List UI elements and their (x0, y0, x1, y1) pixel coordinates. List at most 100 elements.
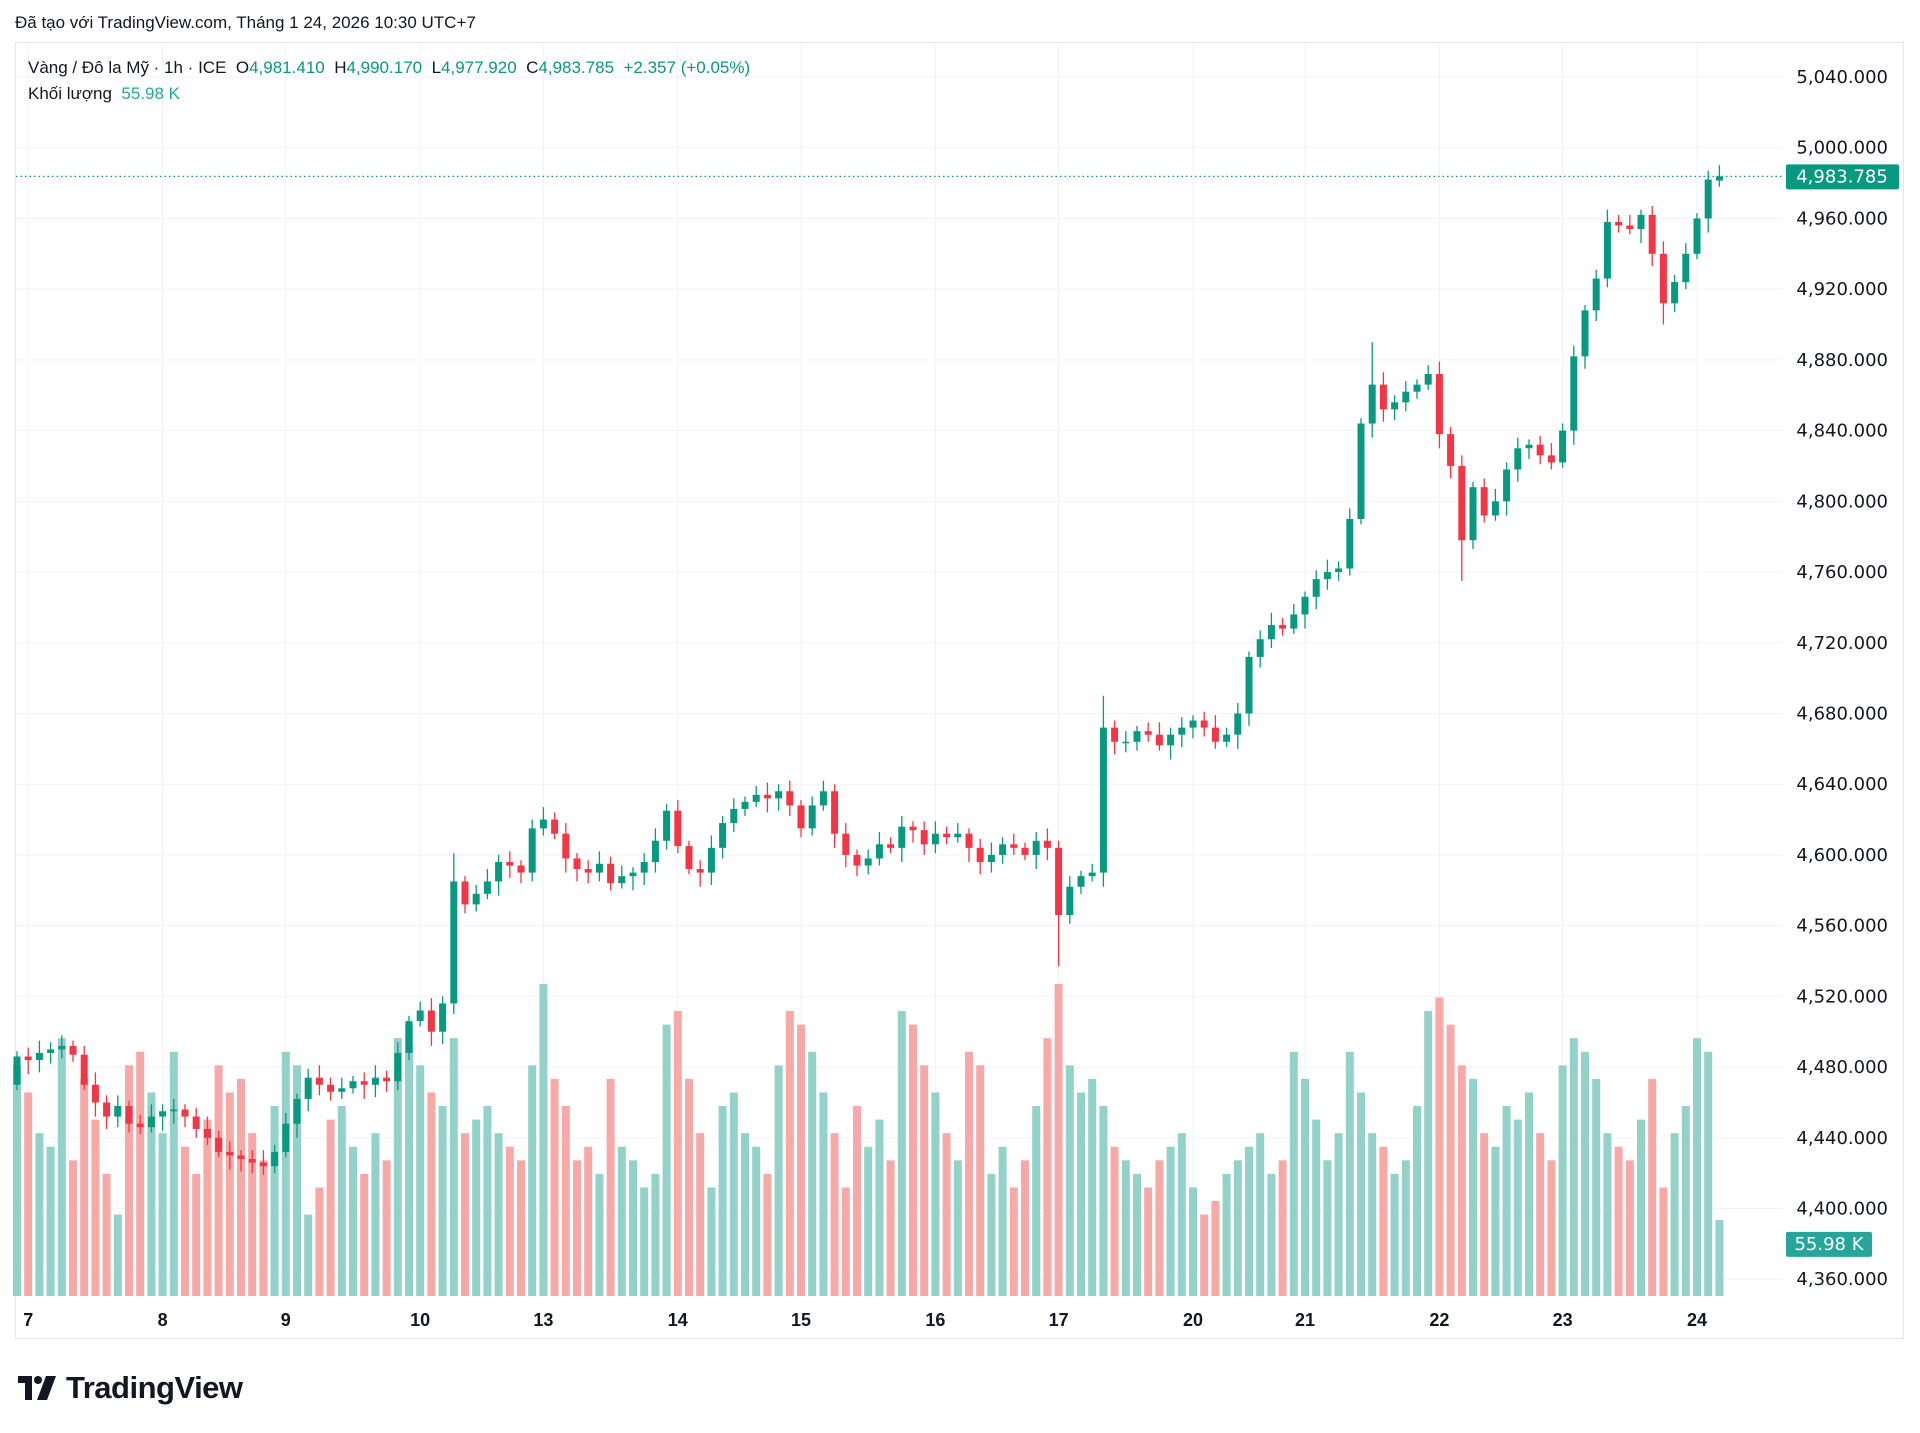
volume-bar (1099, 1106, 1108, 1296)
volume-bar (931, 1092, 940, 1296)
candle-body (618, 876, 626, 884)
candle-body (383, 1077, 391, 1082)
candle-body (651, 840, 659, 862)
candle-body (1234, 713, 1242, 735)
candle-body (483, 881, 491, 894)
volume-bar (875, 1119, 884, 1296)
candle-body (1032, 840, 1040, 855)
symbol-label[interactable]: Vàng / Đô la Mỹ · 1h · ICE (28, 58, 227, 77)
volume-bar (405, 1024, 413, 1296)
candle-body (1682, 253, 1690, 283)
candle-body (439, 1003, 447, 1032)
time-tick-label: 17 (1049, 1310, 1069, 1330)
chart-credit: Đã tạo với TradingView.com, Tháng 1 24, … (15, 13, 476, 32)
candle-body (35, 1052, 43, 1061)
candle-body (763, 794, 771, 799)
volume-bar (13, 1065, 21, 1296)
candle-body (775, 791, 783, 799)
candle-body (696, 869, 704, 873)
tradingview-wordmark: TradingView (66, 1370, 243, 1405)
volume-bar (461, 1133, 469, 1296)
candle-body (1379, 384, 1387, 410)
volume-bar (192, 1173, 201, 1296)
volume-bar (169, 1051, 178, 1296)
candle-body (853, 854, 861, 866)
candle-body (461, 881, 469, 905)
candle-body (999, 844, 1007, 855)
candle-body (1290, 614, 1298, 629)
volume-bar (1289, 1051, 1298, 1296)
candle-body (1615, 221, 1623, 226)
low-label: L (431, 58, 442, 77)
candle-body (943, 833, 951, 838)
volume-bar (315, 1187, 324, 1296)
candle-body (831, 791, 839, 834)
volume-label[interactable]: Khối lượng (28, 84, 112, 103)
volume-bar (1245, 1146, 1253, 1296)
candle-body (114, 1105, 122, 1117)
candle-body (360, 1081, 368, 1085)
volume-bar (976, 1065, 985, 1296)
volume-bar (752, 1146, 761, 1296)
volume-bar (1144, 1187, 1153, 1296)
candle-body (528, 828, 536, 873)
volume-bar (864, 1146, 873, 1296)
price-tick-label: 4,400.000 (1796, 1199, 1888, 1220)
volume-bar (1614, 1146, 1623, 1296)
volume-bar (1625, 1160, 1634, 1296)
candle-body (1659, 253, 1667, 304)
volume-bar (1177, 1133, 1186, 1296)
volume-bar (561, 1106, 570, 1296)
price-tick-label: 4,800.000 (1796, 491, 1888, 512)
volume-bar (1189, 1187, 1197, 1296)
volume-bar (909, 1024, 917, 1296)
volume-bar (1233, 1160, 1242, 1296)
volume-bar (1021, 1160, 1029, 1296)
candle-body (237, 1155, 245, 1160)
volume-bar (483, 1106, 492, 1296)
candle-body (1133, 731, 1141, 742)
candle-body (1480, 487, 1488, 516)
change-value: +2.357 (+0.05%) (623, 58, 751, 77)
volume-bar (1457, 1065, 1466, 1296)
volume-bar (774, 1065, 783, 1296)
volume-bar (1043, 1038, 1052, 1296)
candle-body (1323, 572, 1331, 580)
candle-body (1155, 734, 1163, 746)
volume-bar (1278, 1160, 1287, 1296)
candle-body (136, 1123, 144, 1128)
volume-bar (237, 1078, 245, 1296)
volume-bar (1211, 1201, 1220, 1296)
candle-body (1335, 568, 1343, 573)
volume-bar (91, 1119, 100, 1296)
candle-body (1088, 872, 1096, 877)
volume-bar (69, 1160, 77, 1296)
time-tick-label: 10 (410, 1310, 430, 1330)
volume-bar (1603, 1133, 1612, 1296)
candle-body (103, 1102, 111, 1117)
volume-bar (1558, 1065, 1567, 1296)
volume-bar (1065, 1065, 1074, 1296)
candle-body (349, 1081, 357, 1089)
volume-bar (539, 983, 548, 1296)
candle-body (1391, 402, 1399, 410)
volume-bar (1413, 1106, 1421, 1296)
tradingview-logo[interactable]: TradingView (18, 1370, 243, 1406)
candle-body (573, 858, 581, 870)
candle-body (147, 1116, 155, 1128)
candle-body (584, 869, 592, 873)
price-tick-label: 4,600.000 (1796, 845, 1888, 866)
close-label: C (526, 58, 539, 77)
candle-body (259, 1162, 267, 1167)
candle-body (663, 810, 671, 841)
candle-body (1648, 214, 1656, 254)
volume-bar (741, 1133, 749, 1296)
candle-body (819, 791, 827, 806)
candle-body (427, 1010, 435, 1032)
candle-body (987, 854, 995, 862)
candle-body (1346, 519, 1354, 569)
volume-bar (830, 1133, 839, 1296)
volume-bar (953, 1160, 962, 1296)
candle-body (338, 1088, 346, 1092)
